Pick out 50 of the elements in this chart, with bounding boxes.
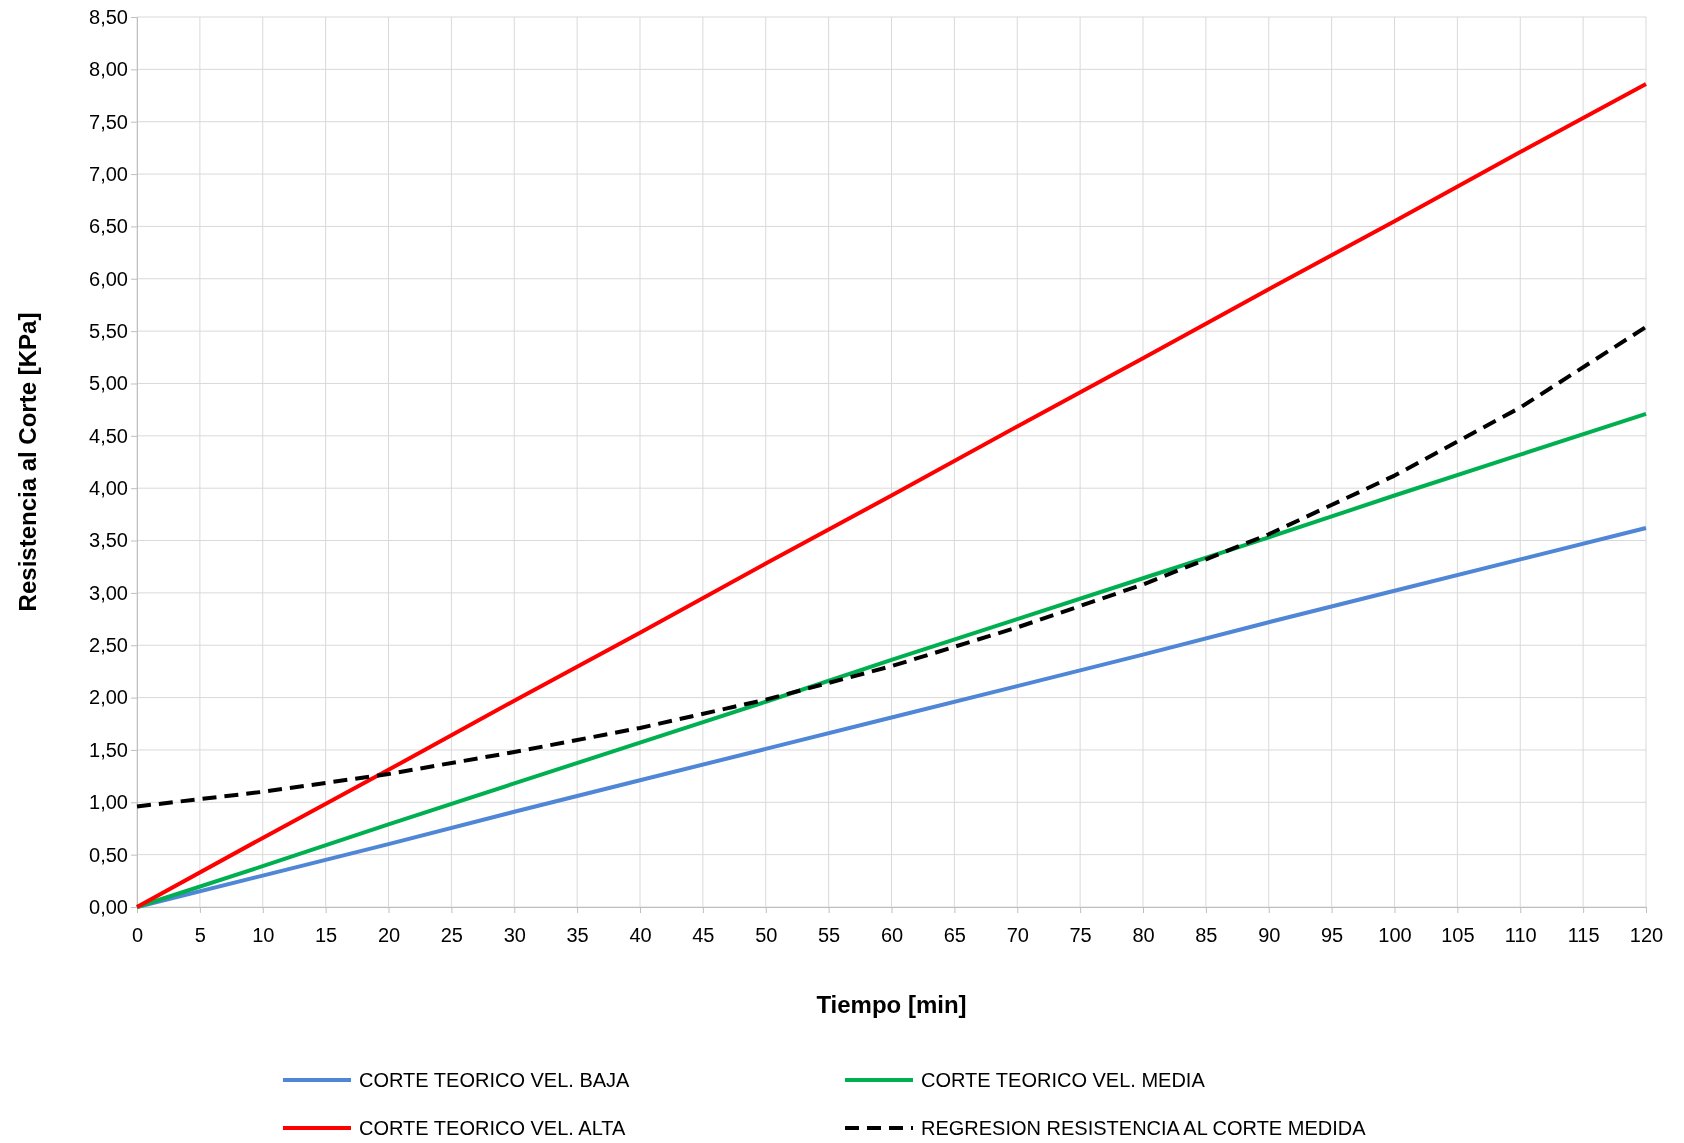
line-series bbox=[135, 324, 1648, 809]
x-tick-label: 5 bbox=[194, 924, 206, 946]
x-tick-label: 40 bbox=[629, 924, 652, 946]
y-tick-label: 0,50 bbox=[89, 843, 128, 866]
y-tick-label: 5,50 bbox=[89, 320, 128, 343]
y-tick-label: 7,50 bbox=[89, 110, 128, 133]
y-tick-label: 3,50 bbox=[89, 529, 128, 552]
x-tick-label: 30 bbox=[503, 924, 526, 946]
x-tick-label: 20 bbox=[377, 924, 401, 946]
legend-label: CORTE TEORICO VEL. ALTA bbox=[359, 1117, 627, 1139]
x-tick-label: 45 bbox=[692, 924, 715, 946]
y-tick-label: 6,00 bbox=[89, 267, 128, 290]
x-tick-label: 110 bbox=[1504, 924, 1537, 946]
y-tick-label: 4,00 bbox=[89, 477, 128, 500]
x-tick-label: 85 bbox=[1195, 924, 1218, 946]
x-tick-label: 0 bbox=[131, 924, 144, 946]
y-tick-label: 4,50 bbox=[89, 424, 128, 447]
x-tick-label: 75 bbox=[1069, 924, 1092, 946]
x-tick-label: 55 bbox=[818, 924, 841, 946]
x-tick-label: 95 bbox=[1321, 924, 1344, 946]
x-tick-label: 115 bbox=[1567, 924, 1600, 946]
y-tick-label: 2,00 bbox=[89, 686, 128, 709]
x-tick-label: 15 bbox=[315, 924, 338, 946]
x-tick-label: 70 bbox=[1006, 924, 1029, 946]
y-axis-title: Resistencia al Corte [KPa] bbox=[14, 312, 41, 612]
y-tick-label: 8,00 bbox=[89, 58, 128, 81]
x-tick-label: 100 bbox=[1378, 924, 1412, 946]
x-tick-label: 35 bbox=[566, 924, 589, 946]
y-tick-label: 1,00 bbox=[89, 791, 128, 814]
x-tick-label: 90 bbox=[1258, 924, 1281, 946]
x-tick-label: 50 bbox=[755, 924, 778, 946]
legend-label: CORTE TEORICO VEL. MEDIA bbox=[921, 1069, 1206, 1091]
x-tick-label: 25 bbox=[440, 924, 463, 946]
x-tick-label: 65 bbox=[943, 924, 966, 946]
y-tick-label: 7,00 bbox=[89, 162, 128, 185]
y-tick-label: 8,50 bbox=[89, 5, 128, 28]
x-tick-label: 60 bbox=[880, 924, 904, 946]
x-tick-label: 105 bbox=[1441, 924, 1475, 946]
x-tick-label: 120 bbox=[1629, 924, 1664, 946]
y-tick-label: 0,00 bbox=[89, 895, 128, 918]
y-tick-label: 6,50 bbox=[89, 215, 128, 238]
y-tick-label: 1,50 bbox=[89, 738, 128, 761]
legend-label: CORTE TEORICO VEL. BAJA bbox=[359, 1069, 631, 1091]
x-axis-title: Tiempo [min] bbox=[816, 991, 967, 1018]
x-tick-label: 10 bbox=[252, 924, 275, 946]
y-tick-label: 5,00 bbox=[89, 372, 128, 395]
legend-label: REGRESION RESISTENCIA AL CORTE MEDIDA bbox=[921, 1117, 1367, 1139]
y-tick-label: 3,00 bbox=[89, 581, 128, 604]
x-tick-label: 80 bbox=[1132, 924, 1155, 946]
y-tick-label: 2,50 bbox=[89, 634, 128, 657]
